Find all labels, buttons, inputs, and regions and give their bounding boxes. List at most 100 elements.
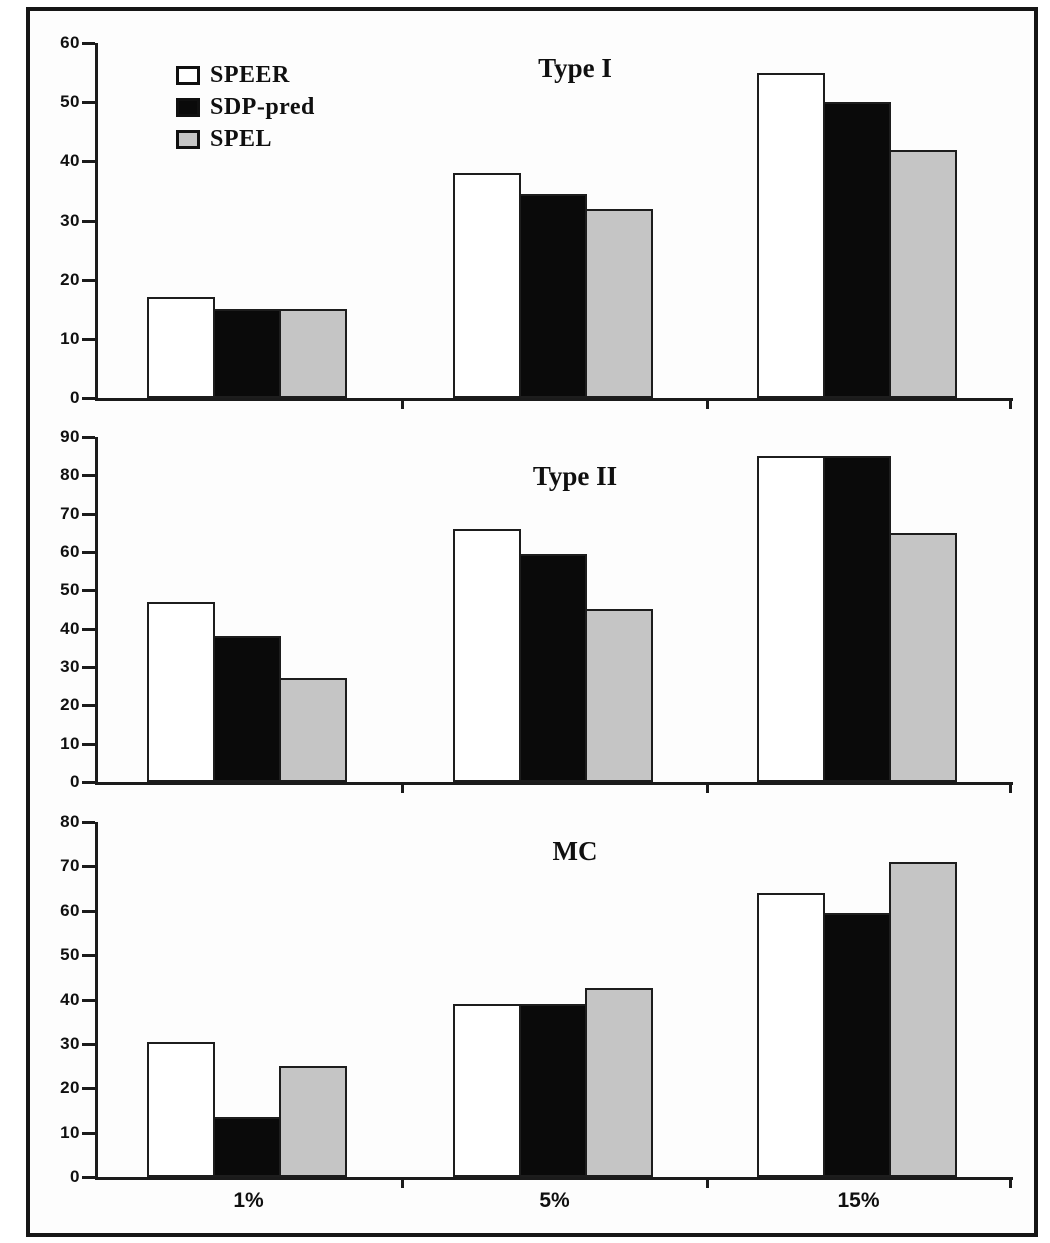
bar-speer-5pct [452, 1004, 521, 1177]
bar-spel-5pct [584, 609, 653, 782]
x-tick [1009, 1179, 1012, 1188]
y-tick-label: 20 [60, 695, 80, 715]
x-category-label: 1% [233, 1189, 264, 1212]
bar-spel-15pct [888, 533, 957, 782]
y-tick-label: 60 [60, 900, 80, 920]
y-tick [82, 589, 95, 593]
y-tick [82, 397, 95, 400]
y-tick-label: 80 [60, 812, 80, 831]
bar-speer-5pct [452, 173, 521, 398]
chart-title: Type I [538, 53, 612, 83]
bar-sdp-pred-1pct [212, 309, 281, 398]
bar-speer-5pct [452, 529, 521, 782]
bar-spel-1pct [278, 1066, 347, 1177]
bar-speer-15pct [756, 456, 825, 782]
y-axis [95, 43, 98, 401]
y-tick-label: 10 [60, 733, 80, 753]
y-tick-label: 60 [60, 542, 80, 561]
y-tick [82, 704, 95, 708]
y-tick [82, 1131, 95, 1135]
chart-title: MC [552, 836, 598, 866]
bar-spel-5pct [584, 988, 653, 1177]
y-tick [82, 512, 95, 516]
y-tick-label: 70 [60, 503, 80, 523]
y-tick-label: 50 [60, 945, 80, 965]
bar-spel-15pct [888, 150, 957, 398]
y-tick-label: 60 [60, 33, 80, 52]
y-tick-label: 90 [60, 427, 80, 446]
y-tick-label: 40 [60, 151, 80, 171]
bar-sdp-pred-15pct [822, 102, 891, 398]
bar-sdp-pred-1pct [212, 1117, 281, 1177]
x-tick [401, 400, 404, 409]
y-tick [82, 101, 95, 105]
legend: SPEER SDP-pred SPEL [176, 59, 315, 155]
legend-label-speer: SPEER [210, 62, 290, 88]
bar-speer-15pct [756, 893, 825, 1177]
x-tick [1009, 784, 1012, 793]
y-tick [82, 1176, 95, 1179]
y-tick-label: 80 [60, 465, 80, 485]
y-tick-label: 30 [60, 657, 80, 676]
bar-sdp-pred-5pct [518, 1004, 587, 1177]
y-tick [82, 909, 95, 913]
legend-item-sdp-pred: SDP-pred [176, 91, 315, 123]
y-axis [95, 822, 98, 1180]
y-tick-label: 30 [60, 210, 80, 230]
y-tick-label: 10 [60, 328, 80, 348]
y-tick-label: 0 [70, 1167, 80, 1186]
legend-item-spel: SPEL [176, 123, 315, 155]
y-tick [82, 42, 95, 45]
x-tick [706, 400, 709, 409]
legend-swatch-spel [176, 129, 200, 149]
x-category-label: 5% [539, 1189, 570, 1212]
y-tick [82, 474, 95, 478]
x-axis [95, 1177, 1013, 1180]
y-tick [82, 551, 95, 554]
y-tick-label: 20 [60, 1078, 80, 1098]
y-tick-label: 0 [70, 388, 80, 407]
bar-speer-1pct [146, 602, 215, 782]
x-tick [401, 1179, 404, 1188]
y-tick [82, 998, 95, 1002]
x-axis [95, 782, 1013, 785]
x-category-label: 15% [837, 1189, 880, 1212]
chart-title: Type II [532, 461, 618, 491]
bar-speer-15pct [756, 73, 825, 398]
y-tick-label: 0 [70, 772, 80, 791]
bar-spel-1pct [278, 678, 347, 782]
bar-spel-1pct [278, 309, 347, 398]
y-tick-label: 40 [60, 989, 80, 1009]
y-tick [82, 627, 95, 631]
legend-swatch-sdp-pred [176, 97, 200, 117]
legend-swatch-speer [176, 65, 200, 85]
x-tick [706, 784, 709, 793]
y-tick-label: 20 [60, 269, 80, 289]
bar-sdp-pred-15pct [822, 456, 891, 782]
bar-spel-15pct [888, 862, 957, 1177]
y-tick [82, 337, 95, 341]
x-tick [706, 1179, 709, 1188]
legend-label-spel: SPEL [210, 126, 273, 152]
x-tick [1009, 400, 1012, 409]
x-tick [401, 784, 404, 793]
y-tick [82, 1087, 95, 1091]
y-axis [95, 437, 98, 785]
y-tick [82, 821, 95, 824]
bar-sdp-pred-1pct [212, 636, 281, 782]
y-tick-label: 50 [60, 92, 80, 112]
legend-label-sdp-pred: SDP-pred [210, 94, 315, 120]
x-axis [95, 398, 1013, 401]
bar-spel-5pct [584, 209, 653, 398]
bar-sdp-pred-5pct [518, 194, 587, 398]
y-tick [82, 865, 95, 869]
y-tick-label: 10 [60, 1122, 80, 1142]
y-tick [82, 954, 95, 958]
legend-item-speer: SPEER [176, 59, 315, 91]
bar-sdp-pred-15pct [822, 913, 891, 1177]
y-tick-label: 40 [60, 618, 80, 638]
bar-sdp-pred-5pct [518, 554, 587, 782]
y-tick-label: 30 [60, 1033, 80, 1053]
y-tick [82, 278, 95, 282]
